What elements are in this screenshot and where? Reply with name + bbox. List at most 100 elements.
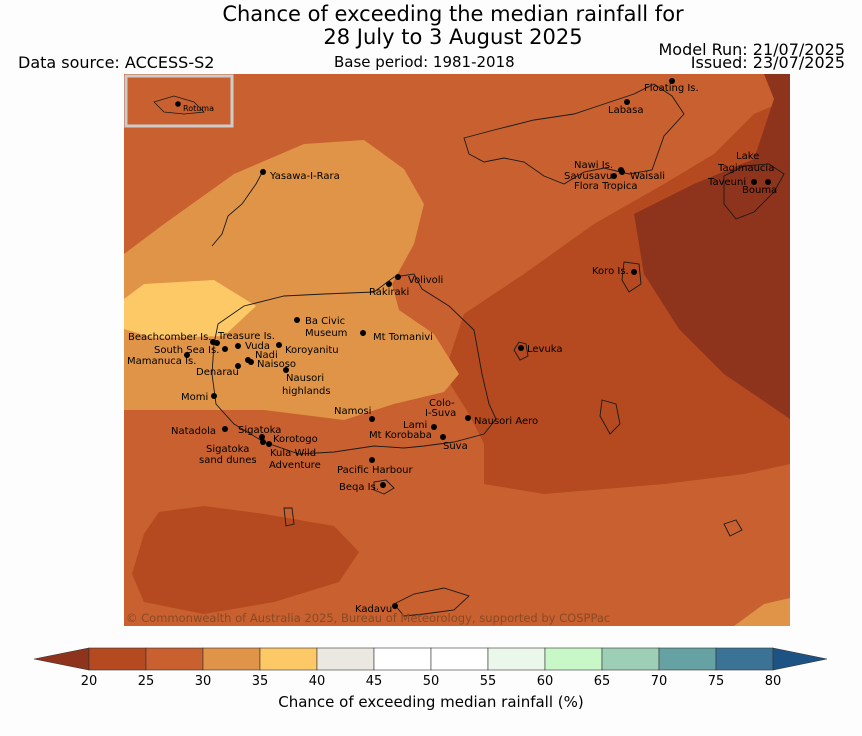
place-marker: [184, 352, 190, 358]
place-label: Floating Is.: [644, 83, 699, 94]
place-label: Nawi Is.: [574, 160, 613, 171]
ovalau-coast: [513, 341, 529, 361]
place-label: Vuda: [245, 341, 270, 352]
colorbar-tick-label: 65: [594, 674, 611, 689]
place-marker: [276, 342, 282, 348]
colorbar-cell: [202, 647, 261, 671]
colorbar-cell: [316, 647, 375, 671]
place-marker: [619, 169, 625, 175]
place-label: Korotogo: [273, 434, 318, 445]
rotuma-label: Rotuma: [183, 104, 214, 113]
place-label: Levuka: [527, 344, 563, 355]
colorbar-cell: [487, 647, 546, 671]
colorbar-under-arrow: [33, 647, 90, 671]
place-label: Lake: [736, 151, 759, 162]
place-marker: [431, 424, 437, 430]
colorbar-tick-label: 40: [309, 674, 326, 689]
colorbar-cell: [544, 647, 603, 671]
place-marker: [235, 343, 241, 349]
place-label: Bouma: [742, 185, 777, 196]
place-marker: [360, 330, 366, 336]
colorbar-cell: [373, 647, 432, 671]
rotuma-inset: [124, 74, 234, 128]
place-label: Nausori Aero: [474, 416, 538, 427]
viti-levu-coast: [211, 273, 497, 455]
place-label: Colo-: [429, 398, 455, 409]
place-marker: [392, 603, 398, 609]
place-label: Denarau: [196, 367, 239, 378]
place-label: Pacific Harbour: [337, 465, 414, 476]
place-label: Waisali: [630, 171, 665, 182]
place-marker: [283, 367, 289, 373]
colorbar-title: Chance of exceeding median rainfall (%): [278, 693, 584, 711]
chart-title-line-1: Chance of exceeding the median rainfall …: [222, 2, 684, 26]
colorbar-cell: [658, 647, 717, 671]
place-label: Sigatoka: [238, 425, 281, 436]
colorbar-tick-label: 50: [423, 674, 440, 689]
place-marker: [380, 482, 386, 488]
chart-title-line-2: 28 July to 3 August 2025: [323, 25, 583, 49]
place-marker: [260, 439, 266, 445]
place-label: Museum: [305, 328, 347, 339]
beqa-coast: [373, 479, 395, 495]
data-source-label: Data source: ACCESS-S2: [18, 53, 215, 72]
place-label: Treasure Is.: [217, 331, 275, 342]
place-label: Momi: [181, 392, 208, 403]
place-marker: [611, 173, 617, 179]
place-label: Beachcomber Is.: [128, 332, 211, 343]
place-label: Mamanuca Is.: [127, 356, 196, 367]
field-20-25-east: [634, 74, 790, 419]
place-label: Tagimaucia: [717, 163, 774, 174]
place-label: Koroyanitu: [285, 345, 339, 356]
place-label: highlands: [282, 386, 331, 397]
place-marker: [266, 441, 272, 447]
place-marker: [211, 393, 217, 399]
place-marker: [294, 317, 300, 323]
colorbar-tick-label: 75: [708, 674, 725, 689]
place-marker: [222, 346, 228, 352]
place-label: Mt Tomanivi: [373, 332, 433, 343]
yasawa-coast: [211, 168, 265, 247]
colorbar-tick-label: 30: [195, 674, 212, 689]
colorbar-tick-label: 60: [537, 674, 554, 689]
colorbar-tick-label: 70: [651, 674, 668, 689]
koro-coast: [621, 261, 642, 293]
colorbar-cell: [145, 647, 204, 671]
model-run-label: Model Run: 21/07/2025: [658, 40, 846, 59]
colorbar-tick-label: 45: [366, 674, 383, 689]
place-marker: [669, 78, 675, 84]
place-label: Naisoso: [257, 359, 296, 370]
place-label: Flora Tropica: [574, 181, 637, 192]
rainfall-map: Rotuma Floating Is.Labasa Yasawa-I-Rara Na…: [124, 74, 790, 626]
vatulele-coast: [283, 507, 295, 527]
copyright-notice: © Commonwealth of Australia 2025, Bureau…: [126, 611, 610, 625]
place-label: Koro Is.: [592, 266, 629, 277]
field-35-40-corner: [734, 598, 790, 626]
place-marker: [214, 340, 220, 346]
place-marker: [369, 416, 375, 422]
place-marker: [259, 434, 265, 440]
place-label: Beqa Is.: [339, 482, 379, 493]
place-label: I-Suva: [425, 408, 456, 419]
place-label: Yasawa-I-Rara: [269, 171, 340, 182]
vanua-levu-coast: [463, 83, 685, 185]
place-label: Natadola: [171, 426, 216, 437]
kadavu-coast: [393, 587, 470, 617]
colorbar-tick-label: 55: [480, 674, 497, 689]
place-label: Nadi: [255, 350, 278, 361]
rotuma-marker: [175, 101, 181, 107]
colorbar-over-arrow: [772, 647, 828, 671]
gau-coast: [599, 399, 621, 435]
coastlines: [211, 83, 785, 617]
place-label: Rakiraki: [369, 287, 409, 298]
place-label: Labasa: [608, 105, 644, 116]
place-label: Kadavu: [355, 604, 392, 615]
colorbar-tick-label: 80: [765, 674, 782, 689]
place-marker: [751, 179, 757, 185]
place-label: Mt Korobaba: [369, 430, 432, 441]
place-label: Savusavu: [564, 171, 612, 182]
place-markers: [184, 78, 771, 609]
field-40-45-west: [124, 280, 256, 338]
colorbar-cell: [88, 647, 147, 671]
